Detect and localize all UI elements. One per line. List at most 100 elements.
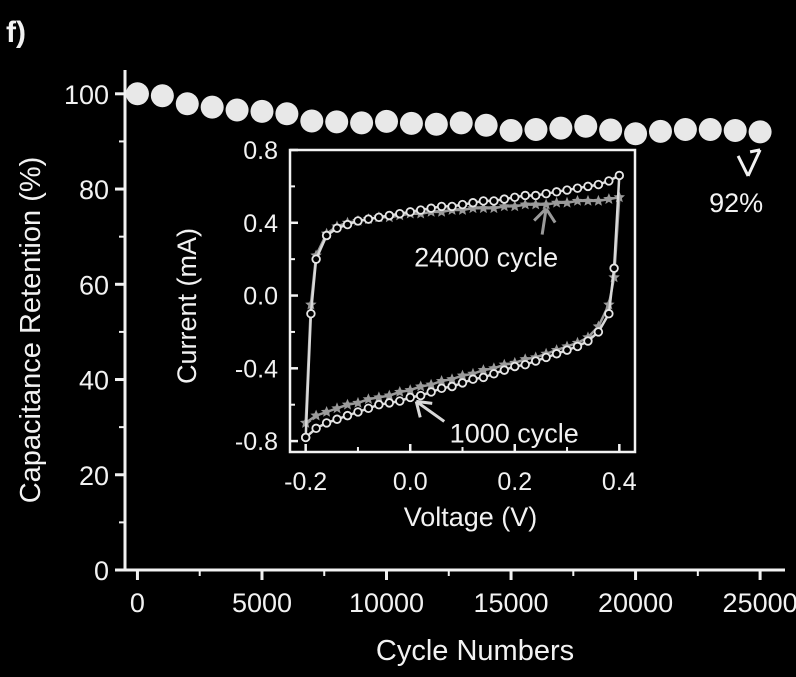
cv-point-star <box>509 200 521 212</box>
main-x-tick-label: 5000 <box>232 588 292 618</box>
retention-point <box>698 118 722 142</box>
cv-point-circle <box>353 216 363 226</box>
cv-point-circle <box>321 418 332 428</box>
main-x-tick-label: 20000 <box>598 588 673 618</box>
cv-point-circle <box>583 181 593 192</box>
cv-point-star <box>446 373 458 385</box>
inset-y-tick-label: 0.0 <box>243 283 278 311</box>
main-y-tick-label: 80 <box>79 175 109 205</box>
cv-point-circle <box>604 309 614 319</box>
cv-point-circle <box>468 374 478 384</box>
cv-point-star <box>435 375 448 386</box>
retention-point <box>499 118 523 142</box>
cv-loop-line <box>304 195 621 426</box>
cv-point-star <box>571 194 584 206</box>
retention-point <box>549 116 573 140</box>
cv-point-circle <box>489 196 499 206</box>
cv-point-star <box>310 409 322 421</box>
inset-x-tick-label: 0.2 <box>497 468 532 496</box>
cv-point-star <box>394 386 406 397</box>
cv-point-circle <box>395 208 405 219</box>
cv-point-star <box>415 380 427 392</box>
cv-point-star <box>603 193 615 204</box>
retention-point <box>673 118 697 142</box>
retention-point <box>574 114 598 138</box>
cv-point-circle <box>583 336 593 346</box>
cycle-1000-series <box>300 170 625 443</box>
cycle-1000-arrow <box>414 399 446 423</box>
inset-y-tick-label: -0.8 <box>235 428 278 456</box>
inset-x-tick-label: 0.0 <box>393 468 428 496</box>
cv-point-circle <box>342 219 353 230</box>
cv-point-star <box>561 196 573 208</box>
cv-point-circle <box>384 210 395 221</box>
cv-loop-line <box>304 173 621 441</box>
inset-y-ticks: -0.8 -0.4 0.0 0.4 0.8 <box>235 137 298 456</box>
retention-annotation: 92% <box>709 148 763 218</box>
cv-point-circle <box>332 414 342 424</box>
cv-point-circle <box>395 396 405 406</box>
cv-point-circle <box>609 263 619 273</box>
main-x-tick-label: 0 <box>130 588 145 618</box>
main-x-ticks: 0 5000 10000 15000 20000 25000 <box>130 570 796 618</box>
main-axes: 0 5000 10000 15000 20000 25000 0 20 40 60 80 100 C… <box>15 70 796 667</box>
retention-point <box>200 95 224 119</box>
cycle-24000-arrow <box>533 207 557 235</box>
retention-point <box>599 118 623 142</box>
cv-point-star <box>582 194 594 206</box>
cv-point-star <box>425 378 437 390</box>
cv-point-circle <box>510 361 520 372</box>
main-y-ticks: 0 20 40 60 80 100 <box>64 80 125 586</box>
cv-point-circle <box>306 309 316 319</box>
cv-point-circle <box>541 188 551 199</box>
cv-point-circle <box>520 359 530 370</box>
cv-point-circle <box>499 365 510 375</box>
cv-point-star <box>530 198 542 210</box>
inset-cv-chart: -0.2 0.0 0.2 0.4 -0.8 -0.4 0.0 0.4 0.8 Voltage … <box>172 137 637 532</box>
cv-point-circle <box>447 201 457 212</box>
cv-point-circle <box>551 349 562 359</box>
cv-point-circle <box>510 192 520 203</box>
cv-point-circle <box>384 398 395 408</box>
cv-point-circle <box>541 352 551 363</box>
cv-point-circle <box>593 179 604 190</box>
cv-point-circle <box>457 199 468 210</box>
retention-point <box>748 120 772 144</box>
cv-point-circle <box>426 387 436 397</box>
cv-point-star <box>435 205 448 217</box>
cv-point-star <box>477 202 490 214</box>
retention-series <box>125 82 772 146</box>
cv-point-circle <box>593 327 604 337</box>
cv-point-circle <box>363 214 374 224</box>
retention-point <box>399 111 423 135</box>
cv-point-star <box>498 200 510 212</box>
main-x-tick-label: 15000 <box>473 588 548 618</box>
main-x-tick-label: 25000 <box>723 588 796 618</box>
cv-point-circle <box>551 187 562 197</box>
cv-point-circle <box>374 212 384 223</box>
retention-point <box>250 99 274 123</box>
retention-point <box>375 109 399 133</box>
cv-point-circle <box>436 383 447 394</box>
cv-point-star <box>519 198 531 210</box>
main-y-axis-title: Capacitance Retention (%) <box>15 157 47 504</box>
main-y-tick-label: 0 <box>94 556 109 586</box>
cv-point-circle <box>520 190 530 201</box>
cv-point-circle <box>468 198 478 208</box>
cv-point-circle <box>332 223 342 233</box>
cv-point-circle <box>374 399 384 410</box>
cv-point-circle <box>572 183 583 193</box>
inset-y-tick-label: 0.8 <box>243 137 278 165</box>
panel-label: f) <box>6 16 26 49</box>
retention-annotation-label: 92% <box>709 188 763 218</box>
cv-point-star <box>488 202 500 214</box>
inset-x-tick-label: 0.4 <box>602 468 637 496</box>
cv-point-circle <box>562 185 572 195</box>
retention-point <box>648 119 672 143</box>
cv-point-circle <box>363 403 374 414</box>
cv-point-circle <box>415 390 426 401</box>
cv-point-star <box>467 202 479 214</box>
cv-point-circle <box>530 356 541 366</box>
cv-point-circle <box>405 392 415 403</box>
